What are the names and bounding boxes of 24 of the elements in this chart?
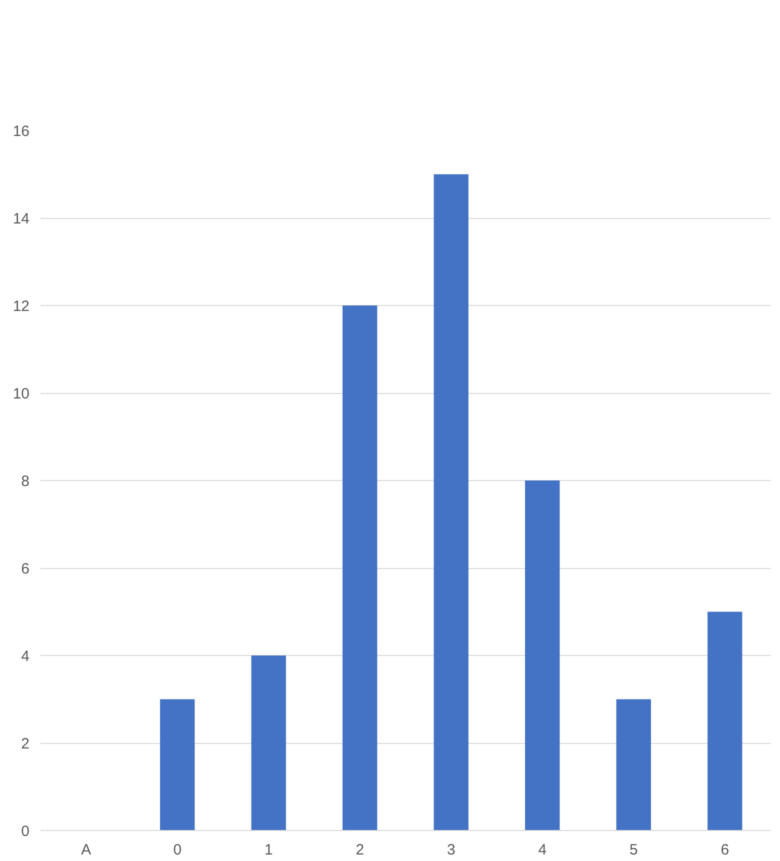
bar	[251, 656, 286, 830]
y-tick-label: 16	[12, 123, 30, 140]
x-tick-label: 3	[446, 842, 456, 858]
y-tick-label: 10	[12, 386, 30, 402]
x-tick-label: A	[81, 842, 92, 858]
bar	[160, 699, 195, 830]
bar	[708, 612, 742, 830]
x-tick-label: 5	[629, 842, 638, 858]
x-tick-label: 1	[264, 842, 273, 858]
bar	[434, 174, 468, 830]
bar	[616, 699, 651, 830]
y-tick-label: 4	[21, 648, 30, 665]
y-tick-label: 6	[21, 560, 30, 578]
x-tick-label: 2	[356, 842, 364, 858]
y-tick-label: 8	[21, 473, 30, 490]
x-tick-label: 4	[538, 842, 547, 858]
y-tick-label: 2	[21, 736, 30, 752]
y-tick-label: 12	[12, 298, 30, 315]
bar	[525, 480, 560, 830]
y-tick-label: 0	[21, 823, 30, 840]
bar	[342, 306, 378, 830]
x-tick-label: 0	[173, 842, 182, 858]
x-tick-label: 6	[720, 842, 730, 858]
y-tick-label: 14	[12, 210, 30, 228]
